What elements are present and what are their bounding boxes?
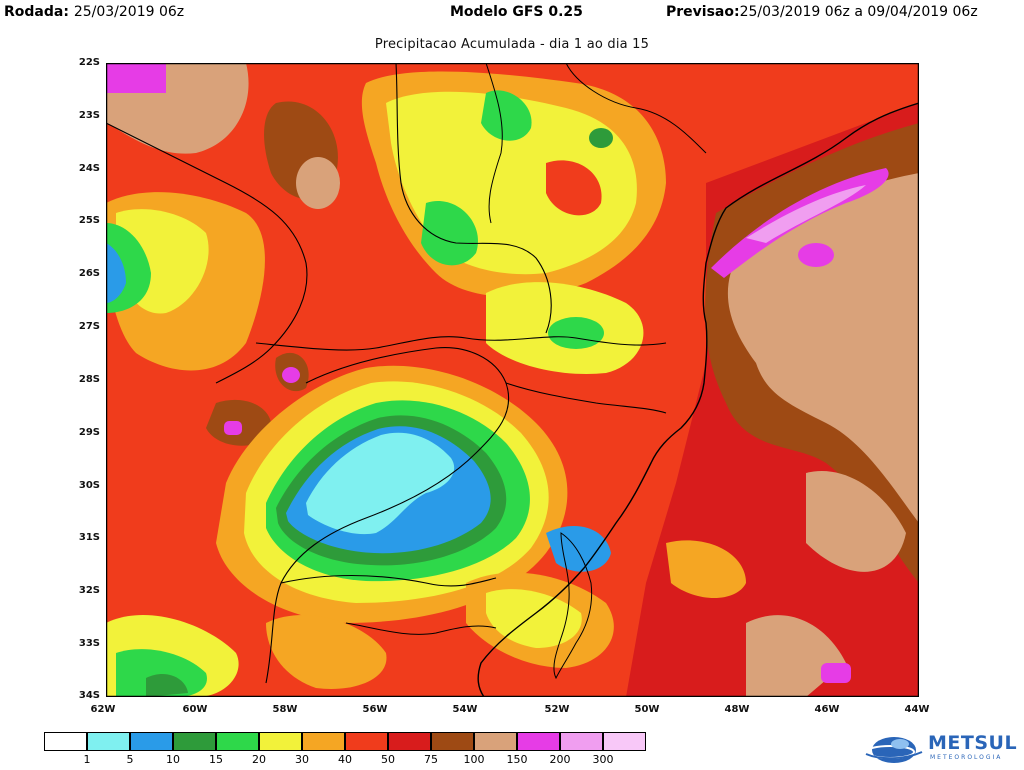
run-date-label: Rodada: (4, 4, 69, 20)
lat-label: 28S (78, 374, 100, 385)
legend-swatch (44, 732, 87, 751)
legend-label: 75 (424, 753, 438, 766)
model-title: Modelo GFS 0.25 (450, 4, 583, 20)
legend-swatch (388, 732, 431, 751)
lat-label: 29S (78, 427, 100, 438)
legend-label: 40 (338, 753, 352, 766)
lon-label: 48W (724, 704, 750, 715)
argentina-magenta-spot (224, 421, 242, 435)
border-paraguay-argentina (106, 122, 308, 384)
legend-swatch (474, 732, 517, 751)
legend-swatch (302, 732, 345, 751)
logo-wordmark: METSUL (928, 732, 1018, 754)
forecast-period-header: Previsao:25/03/2019 06z a 09/04/2019 06z (666, 4, 978, 20)
logo-tagline: METEOROLOGIA (930, 754, 1003, 761)
legend-swatch (560, 732, 603, 751)
legend-swatch (216, 732, 259, 751)
legend-swatch (603, 732, 646, 751)
lon-label: 52W (544, 704, 570, 715)
legend-label: 20 (252, 753, 266, 766)
argentina-magenta-spot-2 (282, 367, 300, 383)
lat-label: 22S (78, 57, 100, 68)
map-border (106, 63, 919, 697)
border-pr-sc (255, 336, 667, 351)
legend-swatch (173, 732, 216, 751)
lagoa-dos-patos (553, 532, 593, 680)
west-blue-spot (106, 243, 126, 303)
lon-label: 54W (452, 704, 478, 715)
legend-label: 15 (209, 753, 223, 766)
legend-swatch (130, 732, 173, 751)
lon-label: 50W (634, 704, 660, 715)
north-green-spot-2 (481, 90, 532, 141)
metsul-logo: METSUL METEOROLOGIA (860, 728, 1020, 768)
border-sp (565, 63, 707, 154)
lat-label: 32S (78, 585, 100, 596)
legend-swatch (259, 732, 302, 751)
border-ms-pr (485, 63, 503, 224)
northwest-magenta (106, 63, 166, 93)
legend-swatch (87, 732, 130, 751)
lat-label: 33S (78, 638, 100, 649)
legend-label: 10 (166, 753, 180, 766)
south-cyan-core (306, 432, 455, 535)
legend-label: 30 (295, 753, 309, 766)
lon-label: 56W (362, 704, 388, 715)
globe-icon (865, 737, 923, 763)
southeast-coast-orange (666, 540, 746, 598)
map-subtitle: Precipitacao Acumulada - dia 1 ao dia 15 (374, 37, 650, 52)
lat-label: 23S (78, 110, 100, 121)
precipitation-map (106, 63, 919, 697)
coastal-streak-300mm (746, 185, 866, 243)
legend-label: 100 (463, 753, 485, 766)
lon-label: 62W (90, 704, 116, 715)
paraguay-tan (296, 157, 340, 209)
north-red-spot (546, 160, 602, 216)
lon-label: 46W (814, 704, 840, 715)
south-central-orange (266, 614, 387, 689)
border-paraguay-brazil (395, 63, 552, 334)
lon-label: 44W (904, 704, 930, 715)
lat-label: 25S (78, 215, 100, 226)
coastline (477, 102, 919, 697)
rio-de-la-plata (345, 622, 497, 635)
run-date-header: Rodada: 25/03/2019 06z (4, 4, 184, 20)
legend-label: 1 (83, 753, 91, 766)
legend-swatch (345, 732, 388, 751)
lat-label: 31S (78, 532, 100, 543)
legend-swatch (431, 732, 474, 751)
lat-label: 34S (78, 690, 100, 701)
north-green-spot-1 (421, 201, 478, 266)
ocean-tan-south (806, 471, 906, 572)
southwest-darkgreen (146, 673, 188, 697)
legend-label: 300 (592, 753, 614, 766)
south-blue-spot-east (546, 525, 611, 572)
legend-swatch (517, 732, 560, 751)
lon-label: 58W (272, 704, 298, 715)
lat-label: 24S (78, 163, 100, 174)
border-sc-rs (505, 382, 667, 414)
ocean-spot-southeast (821, 663, 851, 683)
ocean-tan-150mm (727, 173, 919, 523)
forecast-label: Previsao: (666, 4, 740, 20)
central-green (548, 317, 604, 349)
lat-label: 26S (78, 268, 100, 279)
lat-label: 30S (78, 480, 100, 491)
lat-label: 27S (78, 321, 100, 332)
border-rs-uruguay (280, 574, 497, 587)
legend-label: 200 (549, 753, 571, 766)
precipitation-field (106, 63, 919, 697)
run-date-value: 25/03/2019 06z (73, 4, 185, 20)
forecast-value: 25/03/2019 06z a 09/04/2019 06z (739, 4, 978, 20)
legend-label: 150 (506, 753, 528, 766)
legend-label: 5 (126, 753, 134, 766)
ocean-spot-200mm (798, 243, 834, 267)
legend-label: 50 (381, 753, 395, 766)
north-darkgreen-spot (589, 128, 613, 148)
lon-label: 60W (182, 704, 208, 715)
